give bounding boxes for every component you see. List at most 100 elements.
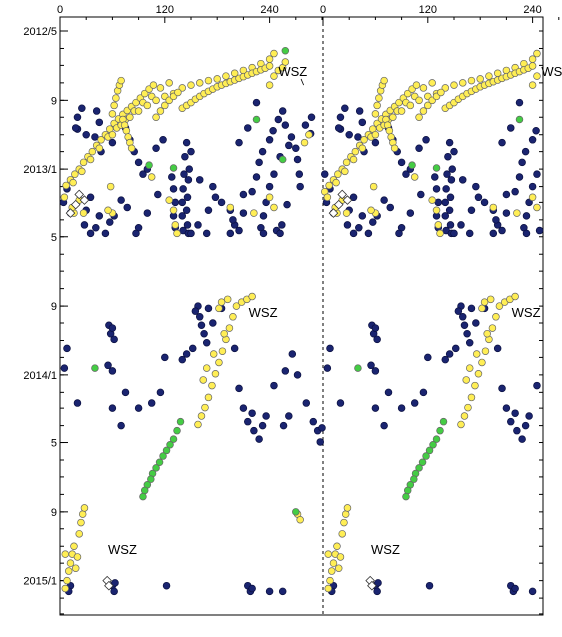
point-navy-left	[296, 182, 304, 191]
point-yellow-left	[78, 510, 87, 518]
point-yellow-right	[338, 530, 346, 538]
point-green-right	[354, 364, 362, 372]
point-yellow-right	[385, 127, 394, 135]
point-yellow-right	[467, 393, 476, 402]
point-navy-left	[281, 367, 290, 375]
point-navy-left	[250, 426, 258, 435]
point-navy-right	[336, 113, 345, 121]
annotation-leader	[300, 78, 305, 86]
point-navy-left	[229, 216, 237, 224]
point-yellow-left	[211, 369, 220, 378]
point-yellow-right	[390, 144, 399, 153]
point-yellow-right	[371, 110, 380, 118]
point-navy-left	[279, 421, 288, 430]
point-navy-right	[521, 147, 530, 156]
point-yellow-right	[467, 76, 476, 85]
point-green-right	[425, 446, 434, 455]
x-tick-label-right: 120	[419, 4, 437, 16]
point-navy-left	[110, 335, 118, 344]
point-yellow-right	[419, 107, 428, 115]
point-yellow-left	[106, 182, 115, 191]
point-yellow-left	[169, 206, 178, 215]
point-yellow-left	[265, 81, 274, 89]
point-yellow-right	[334, 170, 342, 178]
point-yellow-left	[61, 584, 69, 593]
point-navy-right	[417, 190, 425, 199]
point-yellow-left	[223, 295, 232, 304]
point-yellow-left	[220, 329, 228, 338]
point-navy-left	[293, 155, 302, 164]
point-navy-left	[239, 190, 248, 199]
point-yellow-right	[488, 324, 497, 332]
point-navy-left	[226, 229, 235, 238]
point-yellow-left	[226, 203, 235, 212]
point-green-right	[515, 115, 524, 124]
point-navy-right	[521, 421, 530, 430]
point-yellow-right	[323, 193, 332, 202]
point-yellow-left	[61, 550, 69, 558]
point-yellow-left	[197, 412, 206, 420]
axes-group: 0 120 240 0 120 240 2012/5 9 2013/1 5 9 2014/1 5 9 201…	[23, 4, 560, 616]
point-navy-right	[472, 319, 480, 327]
point-yellow-left	[232, 302, 241, 310]
point-yellow-left	[217, 298, 226, 306]
point-navy-right	[450, 147, 458, 156]
point-navy-right	[380, 196, 388, 204]
point-navy-right	[397, 404, 406, 412]
point-navy-left	[274, 115, 283, 124]
point-navy-left	[106, 218, 114, 226]
point-green-right	[410, 475, 418, 483]
point-navy-left	[139, 170, 147, 178]
point-navy-left	[287, 133, 296, 141]
point-yellow-left	[104, 206, 112, 215]
point-yellow-left	[80, 504, 89, 512]
point-navy-left	[168, 173, 176, 181]
point-navy-right	[441, 198, 450, 207]
annotation-wsz-right: WSZ	[371, 542, 400, 557]
point-green-left	[139, 492, 147, 501]
point-yellow-left	[215, 304, 223, 313]
point-navy-right	[454, 307, 463, 315]
point-yellow-left	[199, 376, 207, 384]
point-navy-left	[95, 212, 104, 220]
point-yellow-right	[406, 101, 415, 110]
point-yellow-right	[389, 113, 397, 121]
point-navy-right	[431, 173, 439, 181]
point-navy-right	[502, 209, 511, 217]
point-yellow-right	[371, 130, 380, 139]
point-yellow-left	[265, 55, 274, 63]
point-navy-right	[511, 584, 519, 593]
point-green-right	[403, 486, 412, 495]
marker-diamond-right	[342, 195, 353, 205]
point-navy-left	[285, 141, 293, 150]
point-yellow-right	[450, 81, 458, 89]
point-yellow-right	[481, 347, 490, 355]
point-navy-right	[502, 190, 511, 199]
point-navy-left	[134, 158, 143, 167]
point-navy-right	[373, 587, 381, 596]
point-navy-left	[293, 371, 302, 379]
point-green-left	[91, 364, 99, 372]
point-yellow-left	[147, 173, 156, 181]
point-yellow-left	[126, 113, 134, 121]
point-navy-right	[442, 185, 450, 193]
point-yellow-left	[127, 144, 136, 153]
point-navy-left	[278, 221, 286, 229]
point-yellow-left	[112, 94, 120, 102]
point-yellow-right	[432, 206, 441, 215]
point-yellow-left	[79, 158, 88, 167]
point-navy-left	[265, 136, 274, 144]
point-navy-left	[195, 176, 204, 184]
point-yellow-right	[428, 79, 436, 87]
point-yellow-left	[77, 518, 85, 527]
point-yellow-left	[281, 58, 290, 66]
point-navy-right	[511, 409, 519, 417]
point-yellow-right	[471, 381, 479, 390]
annotation-wsz-right: WSZ	[512, 305, 541, 320]
point-navy-left	[178, 212, 187, 220]
point-yellow-right	[533, 72, 541, 80]
point-navy-left	[182, 350, 191, 358]
point-navy-left	[278, 107, 287, 115]
point-navy-left	[178, 198, 187, 207]
marker-diamond-left	[104, 580, 114, 591]
